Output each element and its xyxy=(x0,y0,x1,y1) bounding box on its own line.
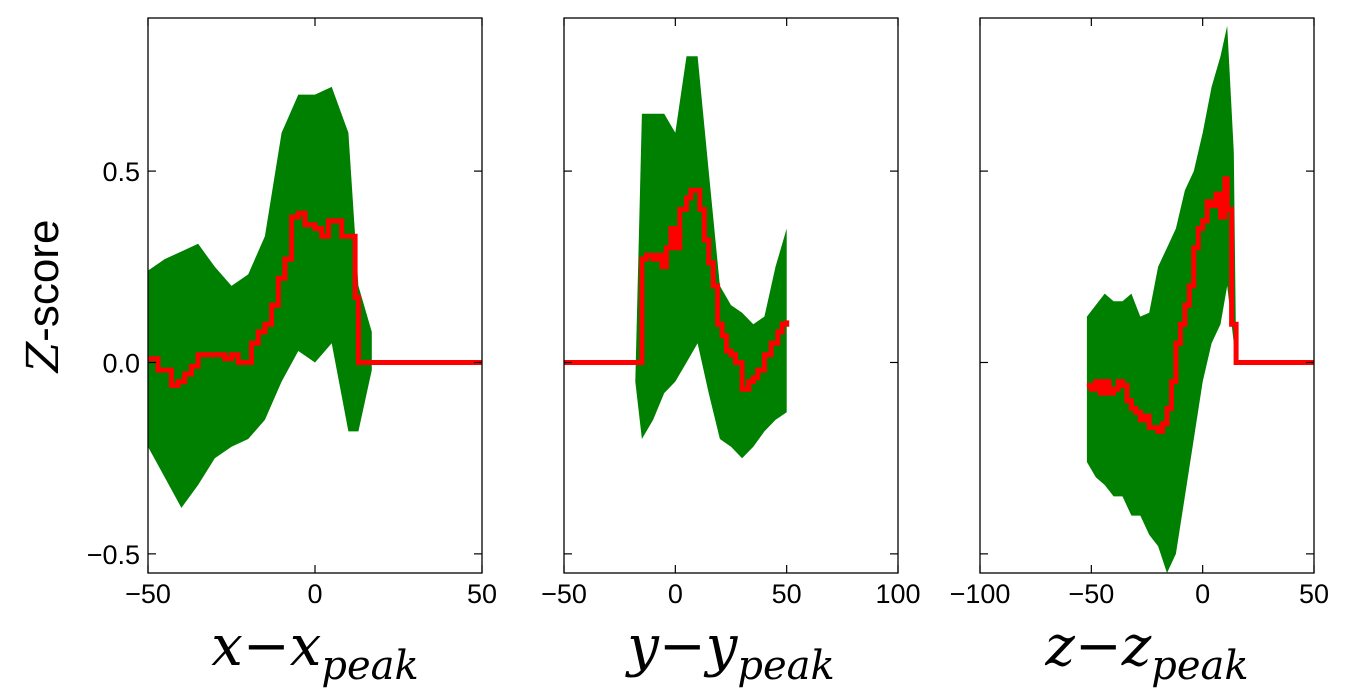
x-axis-label-y-sub: peak xyxy=(737,643,834,689)
axes-frame-z xyxy=(979,17,1315,574)
band-x xyxy=(148,86,372,508)
x-tick-label-y: 50 xyxy=(772,579,802,609)
x-tick-label-z: −100 xyxy=(950,579,1011,609)
y-tick-label: 0.0 xyxy=(102,348,140,378)
y-axis-label-italic: Z xyxy=(18,340,69,374)
x-axis-label-x-sub: peak xyxy=(321,643,418,689)
x-tick-label-y: 100 xyxy=(875,579,920,609)
x-tick-label-y: −50 xyxy=(541,579,587,609)
x-tick-label-x: 50 xyxy=(467,579,497,609)
x-tick-label-z: 50 xyxy=(1299,579,1329,609)
x-tick-label-z: −50 xyxy=(1068,579,1114,609)
x-axis-label-y: y−ypeak xyxy=(624,614,835,689)
plot-area-x xyxy=(148,86,482,508)
x-tick-label-z: 0 xyxy=(1195,579,1210,609)
panel-z: −100 −50 0 50 xyxy=(950,17,1329,609)
x-axis-label-z-sub: peak xyxy=(1151,643,1248,689)
x-tick-label-x: −50 xyxy=(125,579,171,609)
y-axis-label-rest: -score xyxy=(19,220,68,342)
band-z xyxy=(1086,25,1237,573)
mean-line-z xyxy=(1086,176,1314,434)
x-axis-label-z-main: z−z xyxy=(1044,614,1151,679)
y-axis-label: Z-score xyxy=(18,220,69,375)
mean-line-y xyxy=(564,187,790,392)
x-tick-label-x: 0 xyxy=(307,579,322,609)
axes-frame-y xyxy=(563,17,899,574)
plot-area-z xyxy=(1086,25,1314,573)
x-tick-label-y: 0 xyxy=(668,579,683,609)
x-axis-label-y-main: y−y xyxy=(624,614,739,679)
plot-area-y xyxy=(564,56,790,459)
panel-x: −50 0 50 −0.5 0.0 0.5 xyxy=(87,17,497,609)
y-tick-label: 0.5 xyxy=(102,157,140,187)
x-axis-label-x-main: x−x xyxy=(211,614,321,679)
x-axis-label-z: z−zpeak xyxy=(1044,614,1248,689)
y-tick-label: −0.5 xyxy=(87,540,140,570)
mean-line-x xyxy=(148,210,482,388)
panel-y: −50 0 50 100 xyxy=(541,17,921,609)
x-axis-label-x: x−xpeak xyxy=(211,614,418,689)
